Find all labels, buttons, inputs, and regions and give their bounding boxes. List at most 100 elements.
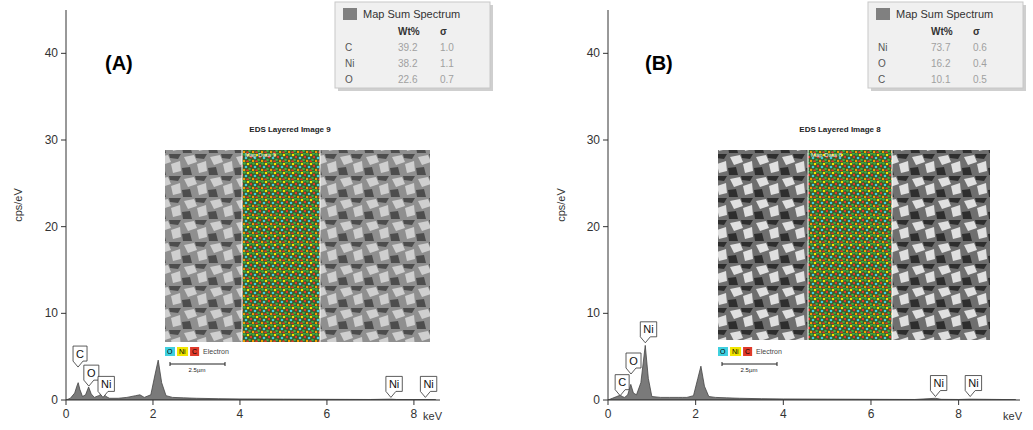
- micrograph: [320, 150, 430, 342]
- peak-label: Ni: [643, 323, 653, 335]
- y-tick: [603, 313, 608, 314]
- plot-area: [66, 360, 436, 400]
- callout-box: [84, 365, 99, 386]
- y-tick-label: 20: [45, 220, 59, 234]
- legend-swatch: [343, 8, 357, 20]
- peak-callout: Ni: [965, 376, 981, 397]
- divider: [242, 150, 243, 342]
- panel-label: (B): [645, 52, 673, 74]
- legend-value: 0.4: [973, 58, 987, 69]
- legend-column: Wt%: [931, 26, 953, 37]
- inset-title: EDS Layered Image 8: [799, 125, 881, 134]
- y-tick: [61, 53, 66, 54]
- y-tick-label: 40: [45, 46, 59, 60]
- divider: [892, 150, 893, 340]
- map-label: Map Data 8: [811, 152, 843, 158]
- peak-label: Ni: [389, 378, 399, 390]
- scale-bar: [170, 364, 225, 365]
- callout-box: [640, 322, 656, 343]
- legend-element: O: [345, 74, 353, 85]
- x-tick: [870, 400, 871, 405]
- x-tick-label: 0: [605, 407, 612, 421]
- scale-label: 2.5µm: [741, 367, 758, 373]
- channel-label: Electron: [756, 348, 782, 355]
- peak-label: C: [76, 348, 84, 360]
- element-map: [808, 150, 892, 340]
- peak-label: Ni: [933, 377, 943, 389]
- y-tick-label: 30: [45, 133, 59, 147]
- figure: EDS Layered Image 9Map Data 9ONiCElectro…: [0, 0, 1033, 430]
- peak-callout: O: [84, 365, 99, 386]
- spectrum: [66, 360, 436, 400]
- x-tick-label: 2: [692, 407, 699, 421]
- scale-bar: [170, 362, 171, 366]
- legend-column: σ: [973, 26, 980, 37]
- channel-chip: [177, 347, 188, 356]
- peak-callout: Ni: [930, 376, 946, 397]
- x-tick: [66, 400, 67, 405]
- x-tick-label: 8: [411, 407, 418, 421]
- legend-title: Map Sum Spectrum: [363, 8, 460, 20]
- x-tick: [413, 400, 414, 405]
- y-tick-label: 10: [45, 306, 59, 320]
- micrograph: [718, 150, 808, 340]
- channel-label: C: [745, 348, 750, 355]
- x-tick-label: 6: [868, 407, 875, 421]
- y-tick-label: 40: [587, 46, 601, 60]
- peak-label: Ni: [101, 378, 111, 390]
- legend-value: 22.6: [398, 74, 418, 85]
- legend-box: [335, 2, 490, 88]
- x-tick: [783, 400, 784, 405]
- x-tick-label: 2: [150, 407, 157, 421]
- panel: EDS Layered Image 8 Map Data 8 O Ni C Electro…: [555, 2, 1026, 422]
- legend-value: 0.7: [440, 74, 454, 85]
- callout-box: [965, 376, 981, 397]
- legend-box: [868, 2, 1023, 88]
- x-tick: [695, 400, 696, 405]
- y-tick: [61, 226, 66, 227]
- peak-callout: Ni: [386, 376, 402, 397]
- callout-box: [73, 346, 87, 367]
- y-tick: [603, 226, 608, 227]
- y-tick: [603, 140, 608, 141]
- channel-label: O: [720, 348, 726, 355]
- legend-value: 39.2: [398, 42, 418, 53]
- legend-element: Ni: [345, 58, 354, 69]
- map-label: Map Data 9: [245, 152, 277, 158]
- legend-value: 16.2: [931, 58, 951, 69]
- y-tick: [61, 140, 66, 141]
- x-axis-title: keV: [423, 410, 443, 422]
- peak-callout: Ni: [98, 376, 114, 397]
- channel-chip: [743, 347, 752, 356]
- x-tick-label: 0: [63, 407, 70, 421]
- y-tick-label: 0: [51, 393, 58, 407]
- channel-chip: [730, 347, 741, 356]
- channel-label: O: [167, 348, 173, 355]
- plot-area: [608, 345, 1016, 400]
- x-tick-label: 4: [237, 407, 244, 421]
- callout-box: [386, 376, 402, 397]
- callout-box: [615, 375, 629, 396]
- channel-label: Electron: [203, 348, 229, 355]
- panel: EDS Layered Image 9Map Data 9ONiCElectro…: [12, 2, 493, 422]
- scale-label: 2.5µm: [189, 367, 206, 373]
- channel-label: Ni: [179, 348, 186, 355]
- y-tick: [603, 53, 608, 54]
- legend-value: 1.1: [440, 58, 454, 69]
- peak-label: O: [87, 367, 96, 379]
- x-axis-title: keV: [1003, 410, 1023, 422]
- legend-column: σ: [440, 26, 447, 37]
- legend-value: 10.1: [931, 74, 951, 85]
- x-axis: [66, 400, 440, 401]
- x-tick: [958, 400, 959, 405]
- legend-value: 0.6: [973, 42, 987, 53]
- channel-label: C: [192, 348, 197, 355]
- y-tick: [61, 313, 66, 314]
- peak-label: Ni: [423, 378, 433, 390]
- x-tick: [326, 400, 327, 405]
- micrograph: [165, 150, 242, 342]
- peak-callout: O: [626, 353, 641, 374]
- legend-value: 1.0: [440, 42, 454, 53]
- x-tick-label: 4: [780, 407, 787, 421]
- peak-callout: C: [615, 375, 629, 396]
